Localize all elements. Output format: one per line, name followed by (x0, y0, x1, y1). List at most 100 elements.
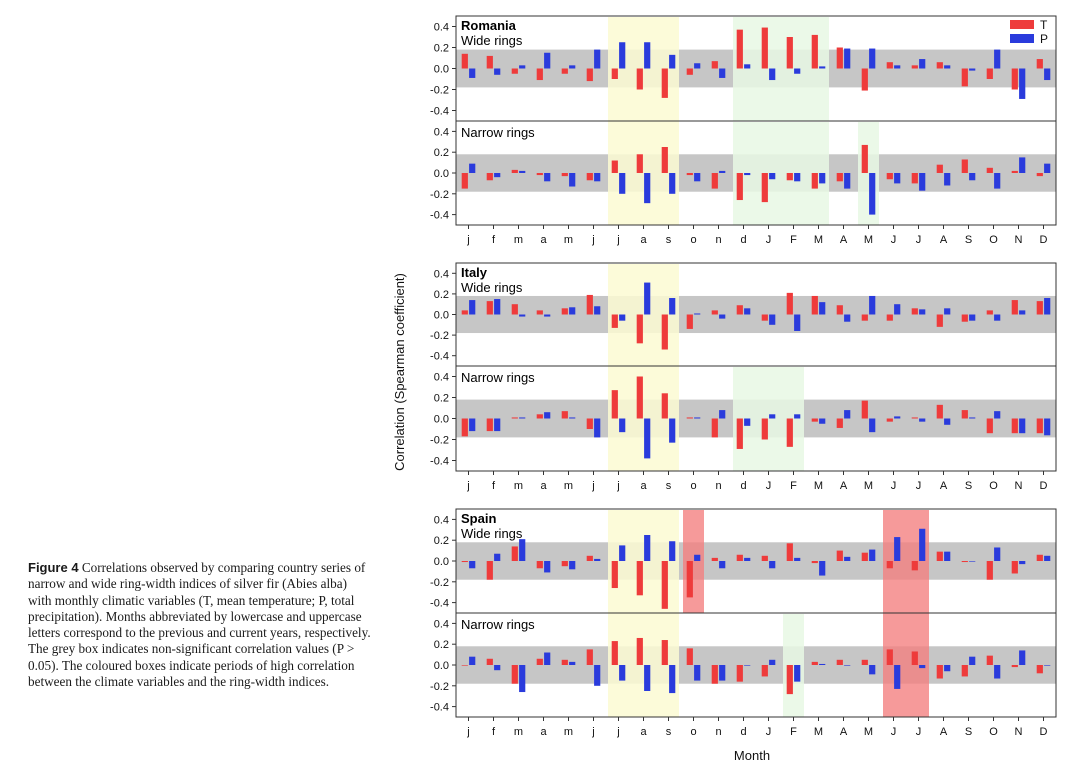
bar-T-romania-narrow (711, 173, 718, 189)
bar-P-romania-wide (719, 68, 726, 78)
bar-P-romania-narrow (744, 173, 751, 176)
x-tick-label: M (864, 480, 873, 492)
bar-P-italy-narrow (894, 416, 901, 419)
bar-T-italy-wide (586, 294, 593, 315)
bar-P-spain-wide (944, 551, 951, 561)
bar-P-romania-narrow (894, 173, 901, 184)
x-tick-label: D (1040, 480, 1048, 492)
bar-T-romania-wide (736, 29, 743, 69)
bar-T-italy-wide (661, 314, 668, 350)
bar-P-romania-wide (694, 63, 701, 69)
bar-T-italy-narrow (861, 400, 868, 419)
bar-T-romania-wide (636, 68, 643, 90)
bar-T-italy-wide (511, 304, 518, 315)
bar-P-spain-narrow (519, 665, 526, 693)
y-tick-label: -0.4 (430, 456, 449, 468)
bar-P-spain-narrow (769, 659, 776, 665)
bar-P-italy-wide (594, 306, 601, 315)
bar-T-romania-narrow (836, 173, 843, 182)
x-tick-label: J (766, 726, 772, 738)
bar-P-spain-wide (919, 528, 926, 561)
x-tick-label: j (616, 234, 619, 246)
bar-T-spain-wide (561, 561, 568, 567)
figure-label: Figure 4 (28, 560, 79, 575)
bar-P-romania-wide (569, 65, 576, 69)
x-tick-label: o (690, 234, 696, 246)
bar-T-italy-wide (1011, 300, 1018, 315)
bar-P-romania-wide (944, 65, 951, 69)
bar-P-italy-narrow (944, 418, 951, 425)
bar-T-spain-wide (861, 552, 868, 561)
y-tick-label: -0.4 (430, 210, 449, 222)
x-tick-label: s (666, 726, 672, 738)
bar-T-romania-narrow (636, 154, 643, 173)
bar-P-spain-wide (519, 539, 526, 561)
x-tick-label: A (840, 234, 848, 246)
bar-T-romania-narrow (986, 167, 993, 173)
bar-T-spain-narrow (636, 637, 643, 665)
bar-P-romania-wide (794, 68, 801, 74)
x-tick-label: n (715, 234, 721, 246)
bar-P-romania-wide (544, 52, 551, 69)
bar-T-romania-wide (511, 68, 518, 74)
x-tick-label: A (840, 480, 848, 492)
bar-T-spain-wide (686, 561, 693, 598)
bar-P-italy-narrow (469, 418, 476, 432)
bar-T-italy-narrow (761, 418, 768, 440)
bar-P-spain-wide (1044, 555, 1051, 561)
bar-T-spain-wide (636, 561, 643, 596)
bar-P-italy-wide (969, 314, 976, 321)
x-tick-label: a (540, 480, 547, 492)
bar-P-italy-narrow (519, 417, 526, 419)
bar-T-italy-narrow (1036, 418, 1043, 434)
x-tick-label: A (940, 234, 948, 246)
bar-T-italy-narrow (686, 417, 693, 419)
bar-P-spain-narrow (694, 665, 701, 681)
bar-T-romania-narrow (536, 173, 543, 176)
bar-P-romania-narrow (469, 163, 476, 173)
bar-P-spain-narrow (819, 663, 826, 665)
bar-T-italy-narrow (461, 418, 468, 437)
legend-swatch-P (1010, 34, 1034, 43)
bar-P-romania-narrow (1019, 157, 1026, 173)
x-tick-label: M (864, 726, 873, 738)
highlight-period-green (733, 367, 804, 471)
bar-T-italy-wide (611, 314, 618, 328)
x-tick-label: d (740, 480, 746, 492)
bar-T-romania-wide (686, 68, 693, 75)
x-tick-label: M (814, 480, 823, 492)
x-tick-label: f (492, 480, 496, 492)
bar-T-spain-wide (886, 561, 893, 569)
bar-T-italy-narrow (611, 390, 618, 419)
bar-P-romania-narrow (819, 173, 826, 184)
bar-T-spain-narrow (811, 661, 818, 665)
bar-T-italy-narrow (661, 393, 668, 419)
highlight-period-yellow (608, 264, 679, 471)
bar-P-italy-narrow (594, 418, 601, 438)
bar-P-italy-narrow (869, 418, 876, 433)
bar-T-spain-wide (761, 555, 768, 561)
bar-T-spain-narrow (736, 665, 743, 682)
bar-P-italy-wide (744, 308, 751, 315)
bar-P-italy-wide (644, 282, 651, 315)
x-tick-label: j (466, 480, 469, 492)
bar-T-italy-wide (786, 292, 793, 315)
bar-T-romania-wide (861, 68, 868, 91)
bar-P-italy-wide (694, 313, 701, 315)
bar-T-romania-narrow (786, 173, 793, 181)
bar-P-italy-wide (1019, 310, 1026, 315)
y-tick-label: 0.0 (434, 414, 449, 426)
bar-T-spain-wide (486, 561, 493, 580)
bar-P-spain-wide (619, 545, 626, 561)
x-tick-label: J (916, 480, 922, 492)
bar-P-spain-wide (544, 561, 551, 573)
bar-T-italy-wide (486, 301, 493, 315)
x-tick-label: S (965, 726, 972, 738)
bar-T-spain-wide (611, 561, 618, 589)
bar-T-romania-wide (911, 65, 918, 69)
bar-T-spain-narrow (911, 651, 918, 665)
bar-T-romania-wide (661, 68, 668, 98)
bar-T-romania-narrow (736, 173, 743, 201)
bar-P-romania-wide (819, 66, 826, 69)
panel-label: Narrow rings (461, 617, 535, 632)
